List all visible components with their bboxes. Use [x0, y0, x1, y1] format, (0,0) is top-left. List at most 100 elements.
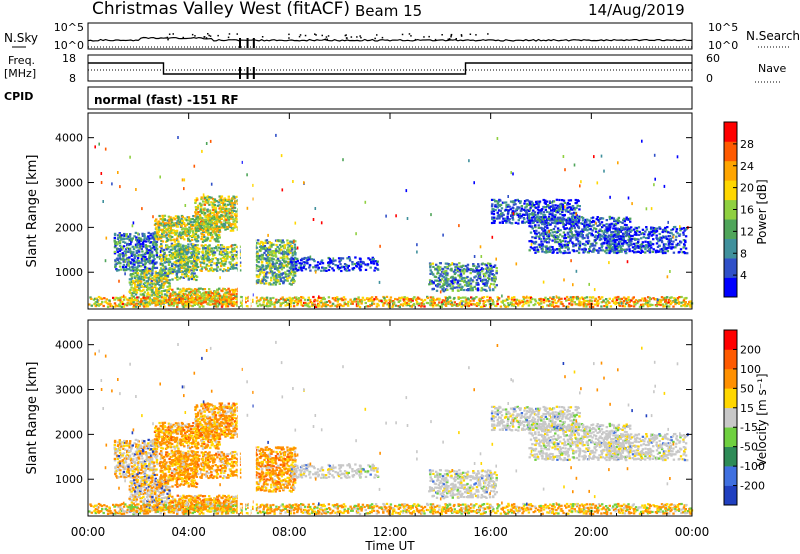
power-cell — [541, 248, 544, 251]
power-cell — [118, 255, 122, 258]
power-cell — [146, 291, 150, 294]
power-cell — [362, 261, 365, 264]
power-cell — [150, 273, 154, 277]
power-cell — [609, 226, 612, 229]
power-cell — [134, 293, 138, 296]
power-cell — [235, 245, 239, 249]
power-cell — [577, 199, 580, 203]
power-cell — [194, 244, 197, 247]
power-cell — [451, 285, 455, 288]
power-cell — [136, 259, 139, 262]
power-cell — [203, 212, 207, 215]
power-cell — [255, 246, 259, 249]
power-cell — [163, 235, 167, 238]
power-cell — [153, 275, 156, 278]
power-cell — [207, 293, 211, 296]
power-cell — [159, 284, 163, 287]
power-cell — [497, 209, 501, 212]
power-cell — [213, 213, 216, 216]
power-cell — [196, 246, 199, 250]
power-cell — [163, 278, 166, 281]
power-cell — [134, 288, 137, 291]
power-cell — [185, 250, 188, 253]
power-cell — [215, 247, 218, 250]
power-cell — [652, 238, 655, 241]
power-cell — [608, 215, 611, 218]
power-cell — [192, 215, 195, 218]
power-cell — [270, 259, 273, 262]
nsky-gap-mark — [246, 38, 249, 48]
power-cell — [210, 233, 214, 237]
power-cell — [572, 249, 575, 252]
power-cell — [211, 300, 214, 303]
power-cell — [142, 243, 145, 246]
power-cell — [537, 204, 540, 207]
power-cell — [154, 235, 157, 238]
power-cell — [578, 205, 581, 208]
power-cell — [209, 231, 213, 235]
power-cell — [223, 225, 226, 228]
power-cell — [187, 219, 190, 222]
power-cell — [302, 296, 305, 299]
power-cell — [601, 249, 605, 252]
power-cell — [167, 246, 171, 249]
power-cell — [139, 254, 142, 257]
power-cell — [469, 272, 472, 275]
power-cell — [686, 252, 689, 255]
power-cell — [149, 270, 153, 273]
power-cell — [155, 249, 158, 252]
power-cell — [442, 286, 445, 289]
power-cell — [232, 220, 235, 223]
power-cell — [140, 299, 143, 303]
power-cell — [226, 203, 230, 206]
power-cell — [132, 253, 135, 257]
power-cell — [291, 254, 294, 257]
power-cell — [373, 269, 376, 272]
power-cell — [510, 222, 514, 225]
power-cell — [544, 202, 547, 205]
power-cell — [216, 291, 220, 294]
power-cell — [567, 241, 571, 244]
nsearch-tick-high: 10^5 — [708, 21, 738, 34]
power-cell — [499, 199, 502, 202]
power-cell — [192, 231, 195, 234]
power-cell — [146, 237, 149, 240]
power-cell — [283, 257, 286, 260]
power-cell — [600, 238, 603, 241]
power-cell — [537, 224, 540, 227]
power-cell — [216, 300, 220, 303]
power-cell — [235, 261, 238, 264]
power-cell — [562, 217, 566, 220]
power-cell — [184, 292, 187, 295]
nsky-point — [166, 36, 169, 39]
power-cell — [173, 291, 177, 294]
power-cell — [347, 300, 350, 303]
nsky-gap-mark — [239, 38, 241, 48]
power-cell — [651, 243, 655, 246]
power-cell — [290, 261, 294, 264]
power-cell — [476, 271, 479, 274]
power-cell — [229, 208, 232, 211]
power-cell — [469, 289, 472, 292]
power-cell — [503, 201, 506, 204]
power-cell — [184, 247, 188, 250]
power-cell — [186, 294, 189, 297]
power-cell — [231, 259, 234, 262]
power-cell — [295, 269, 299, 272]
power-cell — [594, 227, 598, 231]
power-cell — [210, 267, 213, 270]
power-cell — [156, 280, 159, 284]
nsky-point — [408, 33, 411, 35]
power-cell — [226, 255, 230, 258]
power-cell — [279, 245, 283, 248]
power-cell — [142, 263, 145, 266]
power-cell — [534, 224, 537, 227]
power-cell — [202, 262, 206, 265]
power-cell — [138, 259, 141, 263]
power-cell — [552, 251, 555, 254]
power-cell — [651, 229, 655, 232]
power-cell — [196, 207, 199, 210]
power-cell — [492, 265, 496, 268]
power-cell — [124, 248, 128, 251]
power-cell — [142, 257, 146, 260]
